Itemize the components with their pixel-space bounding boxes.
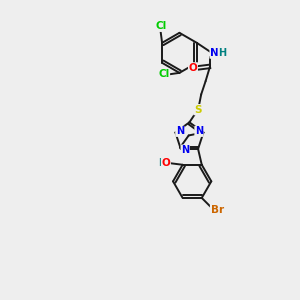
Text: H: H — [218, 48, 226, 58]
Text: O: O — [189, 63, 197, 73]
Text: S: S — [194, 105, 201, 115]
Text: N: N — [210, 48, 219, 58]
Text: Cl: Cl — [155, 21, 166, 31]
Text: N: N — [176, 126, 184, 136]
Text: N: N — [195, 126, 203, 136]
Text: Cl: Cl — [158, 69, 169, 79]
Text: O: O — [161, 158, 170, 168]
Text: N: N — [181, 145, 189, 155]
Text: Br: Br — [211, 205, 224, 215]
Text: H: H — [158, 158, 166, 168]
